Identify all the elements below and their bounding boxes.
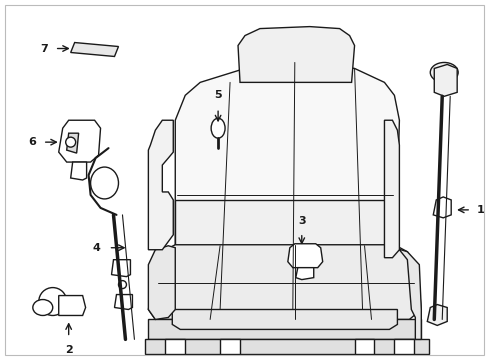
Text: 5: 5 — [214, 90, 222, 100]
Text: 3: 3 — [297, 216, 305, 226]
Polygon shape — [59, 296, 85, 315]
Polygon shape — [66, 133, 79, 153]
Polygon shape — [394, 339, 413, 354]
Ellipse shape — [33, 300, 53, 315]
Ellipse shape — [429, 62, 457, 82]
Polygon shape — [295, 268, 313, 280]
Text: 6: 6 — [28, 137, 36, 147]
Polygon shape — [220, 339, 240, 354]
Polygon shape — [148, 319, 421, 339]
Ellipse shape — [118, 280, 126, 289]
Polygon shape — [354, 339, 374, 354]
Text: 4: 4 — [93, 243, 101, 253]
Polygon shape — [384, 120, 399, 258]
Polygon shape — [175, 62, 399, 310]
Text: 1: 1 — [476, 205, 484, 215]
Text: 2: 2 — [65, 345, 72, 355]
Polygon shape — [145, 339, 428, 354]
Polygon shape — [71, 42, 118, 57]
Polygon shape — [148, 246, 175, 319]
Polygon shape — [238, 27, 354, 82]
Polygon shape — [165, 339, 185, 354]
Polygon shape — [114, 294, 132, 310]
Ellipse shape — [65, 137, 76, 147]
Ellipse shape — [211, 118, 224, 138]
Ellipse shape — [39, 288, 66, 315]
Polygon shape — [71, 162, 86, 180]
Polygon shape — [394, 248, 421, 339]
Polygon shape — [111, 260, 130, 276]
Polygon shape — [172, 310, 397, 329]
Polygon shape — [175, 200, 394, 310]
Polygon shape — [427, 305, 447, 325]
Polygon shape — [148, 245, 421, 319]
Text: 7: 7 — [40, 44, 48, 54]
Polygon shape — [59, 120, 101, 162]
Polygon shape — [148, 120, 173, 250]
Ellipse shape — [90, 167, 118, 199]
Polygon shape — [287, 244, 322, 268]
Polygon shape — [432, 197, 450, 218]
Polygon shape — [433, 64, 456, 96]
